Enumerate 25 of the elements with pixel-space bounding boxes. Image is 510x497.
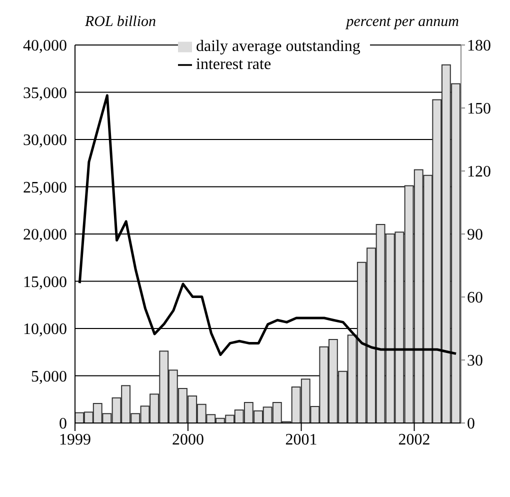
x-tick-label: 1999 bbox=[59, 431, 91, 448]
y-tick-label: 15,000 bbox=[23, 274, 67, 291]
y-tick-label: 10,000 bbox=[23, 321, 67, 338]
x-tick-label: 2000 bbox=[172, 431, 204, 448]
y-tick-label: 20,000 bbox=[23, 226, 67, 244]
y-tick-label: 25,000 bbox=[23, 179, 67, 196]
y-tick-label: 0 bbox=[59, 416, 67, 433]
y-tick-label: 30,000 bbox=[23, 132, 67, 150]
y-axis-title: ROL billion bbox=[85, 14, 156, 31]
y2-tick-label: 120 bbox=[467, 164, 491, 181]
y2-axis-title: percent per annum bbox=[346, 14, 459, 31]
x-tick-label: 2002 bbox=[398, 431, 430, 448]
legend-label: interest rate bbox=[196, 56, 272, 73]
y2-tick-label: 60 bbox=[467, 290, 483, 307]
y2-tick-label: 150 bbox=[467, 100, 491, 118]
y-tick-label: 40,000 bbox=[23, 38, 67, 55]
y2-tick-label: 180 bbox=[467, 38, 491, 55]
legend-label: daily average outstanding bbox=[196, 38, 360, 55]
x-tick-label: 2001 bbox=[285, 431, 318, 448]
line-series bbox=[78, 94, 458, 356]
y2-tick-label: 30 bbox=[467, 352, 483, 370]
y2-tick-label: 90 bbox=[467, 226, 483, 244]
y-tick-label: 5,000 bbox=[31, 368, 67, 386]
y-tick-label: 35,000 bbox=[23, 84, 67, 102]
y2-tick-label: 0 bbox=[467, 416, 475, 433]
